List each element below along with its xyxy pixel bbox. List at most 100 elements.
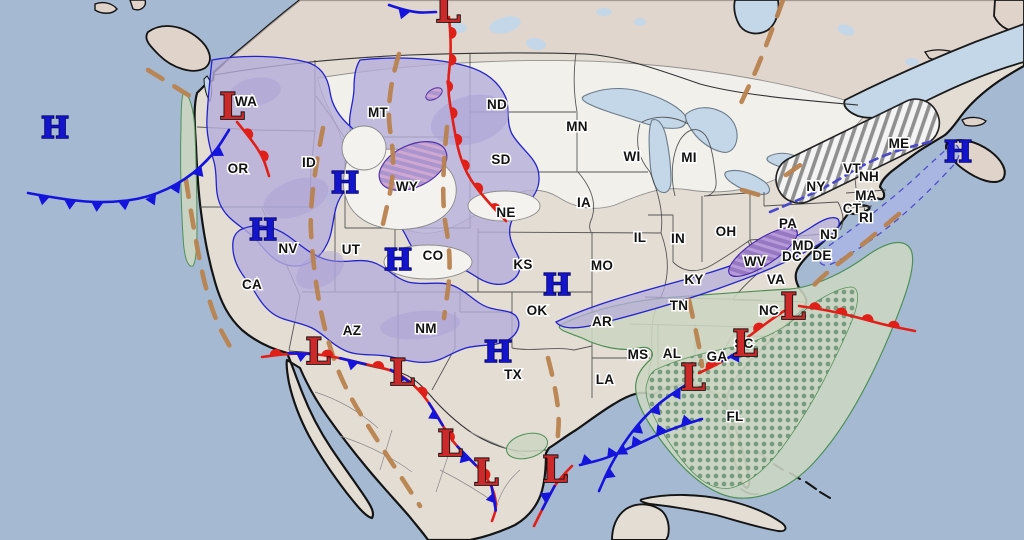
state-label-NE: NE xyxy=(496,205,515,220)
clear-hole-montana xyxy=(341,125,387,171)
cold-front-triangle xyxy=(631,422,644,434)
warm-front-bump xyxy=(321,349,334,357)
state-label-KS: KS xyxy=(513,257,532,272)
stationary-front xyxy=(697,349,742,375)
state-label-CT: CT xyxy=(843,201,862,216)
prince-edward-island xyxy=(961,116,987,127)
trough-line xyxy=(738,0,786,106)
canada-region-tint xyxy=(214,0,1024,112)
mixed-precip-area-sd xyxy=(378,141,448,191)
cold-front-triangle xyxy=(649,404,661,416)
high-pressure-symbol: H xyxy=(944,135,972,170)
warm-front-bump xyxy=(243,128,254,139)
snow-heavier-patch xyxy=(296,251,344,289)
state-label-MA: MA xyxy=(855,188,877,203)
cold-front-triangle xyxy=(169,182,181,194)
cold-front xyxy=(26,128,231,212)
cold-front-triangle xyxy=(729,351,740,363)
state-label-IA: IA xyxy=(577,195,591,210)
warm-front-bump xyxy=(835,307,848,315)
state-label-TX: TX xyxy=(504,367,522,382)
warm-front-bump xyxy=(705,361,718,370)
state-label-MD: MD xyxy=(792,238,814,253)
state-label-OK: OK xyxy=(527,303,548,318)
cold-front-triangle xyxy=(580,454,593,465)
cold-front-triangle xyxy=(212,145,225,156)
warm-front-bump xyxy=(461,159,470,172)
stationary-front xyxy=(746,309,786,339)
state-label-VA: VA xyxy=(767,272,785,287)
state-label-WV: WV xyxy=(744,254,766,269)
trough-line xyxy=(440,124,452,321)
state-label-MI: MI xyxy=(681,150,697,165)
warm-front-bump xyxy=(808,302,821,310)
vancouver-island xyxy=(145,25,211,72)
state-label-WA: WA xyxy=(235,94,257,109)
trough-line xyxy=(783,158,809,178)
cold-front-triangle xyxy=(398,8,410,20)
high-pressure-symbol: H xyxy=(331,166,359,201)
high-pressure-symbol: H xyxy=(484,335,512,370)
cold-front-triangle xyxy=(145,194,157,206)
warm-front-bump xyxy=(449,26,457,39)
cold-front-triangle xyxy=(670,388,681,400)
cold-front-triangle xyxy=(681,414,693,426)
trough-line xyxy=(308,125,423,509)
cold-front-triangle xyxy=(631,435,643,448)
low-pressure-symbol: L xyxy=(542,449,567,491)
warm-front-bump xyxy=(259,150,269,162)
heavy-rain-dotted-area xyxy=(645,286,858,489)
state-label-MN: MN xyxy=(566,119,588,134)
cold-front-triangle xyxy=(118,200,131,211)
state-label-NV: NV xyxy=(278,241,297,256)
canada-lake xyxy=(905,58,919,66)
cold-front xyxy=(578,414,704,467)
cold-front-triangle xyxy=(459,452,471,464)
state-label-TN: TN xyxy=(670,298,689,313)
trough-line xyxy=(545,355,561,452)
state-label-FL: FL xyxy=(726,409,743,424)
state-label-LA: LA xyxy=(596,372,615,387)
wintry-band-appalachians xyxy=(555,216,840,329)
state-label-MT: MT xyxy=(368,105,389,120)
warm-front-bump xyxy=(887,320,900,328)
cold-front-triangle xyxy=(428,408,440,420)
low-pressure-symbol: L xyxy=(389,352,414,394)
low-pressure-symbol: L xyxy=(437,423,462,465)
warm-front-bump xyxy=(753,322,764,333)
canada-border xyxy=(213,52,859,106)
low-pressure-symbol: L xyxy=(473,452,498,494)
state-label-KY: KY xyxy=(684,272,703,287)
trough-line xyxy=(145,67,196,101)
warm-front-bump xyxy=(481,468,491,480)
warm-front-bump xyxy=(473,182,484,194)
fronts-and-symbols-layer: WA OR CA NV ID UT AZ MT WY CO NM ND SD NE KS OK TX MN IA MO… xyxy=(26,0,973,528)
ice-area-wv xyxy=(728,227,798,277)
stationary-front xyxy=(532,464,574,528)
high-pressure-symbol: H xyxy=(384,243,412,278)
rain-spot-gulf-coast xyxy=(505,432,549,460)
state-label-GA: GA xyxy=(707,349,728,364)
high-pressure-symbol: H xyxy=(41,111,69,146)
winter-mix-hatched-band-northeast xyxy=(775,98,941,204)
state-label-IL: IL xyxy=(634,230,647,245)
state-label-OH: OH xyxy=(716,224,737,239)
high-pressure-symbol: H xyxy=(249,213,277,248)
state-label-ME: ME xyxy=(889,136,910,151)
warm-front-bump xyxy=(446,80,454,93)
cold-front-triangle xyxy=(396,372,407,384)
water-features xyxy=(203,0,1024,207)
canada-lake xyxy=(596,8,612,16)
cold-front-triangle xyxy=(539,492,551,504)
warm-front-bump xyxy=(450,107,458,120)
warm-front-bump xyxy=(372,360,385,369)
state-label-SC: SC xyxy=(734,336,753,351)
cold-front-triangle xyxy=(604,467,616,479)
warm-front-bump xyxy=(861,314,874,322)
trough-line xyxy=(380,51,402,227)
warm-front-bump xyxy=(269,349,282,356)
coastal-rain-snow-band-newengland xyxy=(817,142,960,266)
lake-superior xyxy=(581,87,687,129)
